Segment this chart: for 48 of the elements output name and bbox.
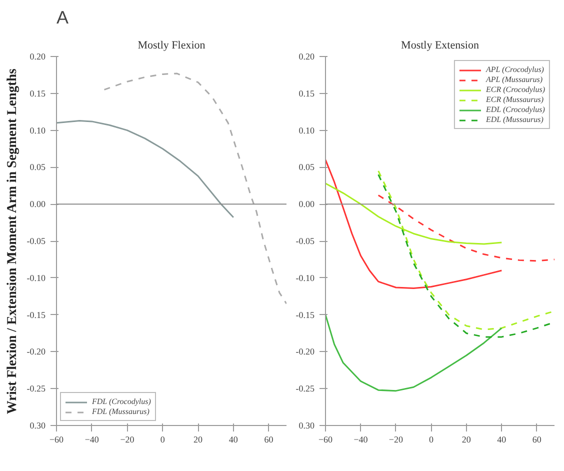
y-tick-label: 0.15: [30, 88, 46, 98]
y-tick-label: 0.00: [298, 199, 315, 210]
y-tick-label: -0.25: [26, 384, 46, 394]
x-tick-label: −40: [354, 434, 368, 444]
y-tick-label: -0.05: [296, 236, 315, 246]
x-tick-label: 40: [228, 434, 238, 444]
y-tick-label: 0.05: [30, 162, 46, 172]
x-tick-label: 40: [497, 434, 507, 444]
y-tick-label: -0.10: [26, 272, 46, 283]
y-tick-label: 0.30: [298, 420, 315, 430]
y-tick-label: 0.30: [30, 420, 46, 430]
chart-title: Mostly Extension: [401, 40, 480, 52]
y-tick-label: -0.15: [296, 310, 315, 320]
x-tick-label: 0: [428, 434, 434, 444]
y-tick-label: 0.00: [30, 199, 46, 210]
y-tick-label: -0.10: [296, 272, 315, 283]
x-tick-label: −40: [84, 434, 100, 444]
legend-label: FDL (Mussaurus): [92, 407, 150, 416]
y-tick-label: 0.10: [30, 125, 46, 136]
legend-label: EDL (Crocodylus): [486, 105, 545, 114]
x-tick-label: −60: [318, 434, 334, 444]
legend-label: APL (Crocodylus): [486, 65, 544, 74]
x-tick-label: 20: [462, 434, 472, 444]
x-tick-label: 20: [194, 434, 204, 444]
legend-label: EDL (Mussaurus): [486, 115, 544, 124]
y-tick-label: 0.15: [298, 88, 315, 98]
x-tick-label: 60: [264, 434, 274, 444]
y-tick-label: -0.15: [26, 310, 46, 320]
y-tick-label: -0.20: [296, 346, 315, 357]
y-tick-label: -0.20: [26, 346, 46, 357]
y-tick-label: 0.20: [298, 52, 315, 62]
y-tick-label: 0.10: [298, 125, 315, 136]
y-tick-label: -0.25: [296, 384, 315, 394]
y-tick-label: -0.05: [26, 236, 46, 246]
legend-label: ECR (Crocodylus): [486, 85, 545, 94]
legend-label: FDL (Crocodylus): [92, 397, 151, 406]
y-tick-label: 0.05: [298, 162, 315, 172]
legend-label: APL (Mussaurus): [486, 75, 542, 84]
x-tick-label: 0: [160, 434, 166, 444]
x-tick-label: −60: [49, 434, 64, 444]
x-tick-label: −20: [388, 434, 404, 444]
text: A: [56, 8, 69, 28]
x-tick-label: 60: [532, 434, 542, 444]
chart-title: Mostly Flexion: [138, 40, 206, 52]
x-tick-label: −20: [120, 434, 135, 444]
y-axis-title: Wrist Flexion / Extension Moment Arm in Segment Lengths: [4, 68, 19, 414]
y-tick-label: 0.20: [30, 52, 46, 62]
legend-label: ECR (Mussaurus): [486, 95, 544, 104]
